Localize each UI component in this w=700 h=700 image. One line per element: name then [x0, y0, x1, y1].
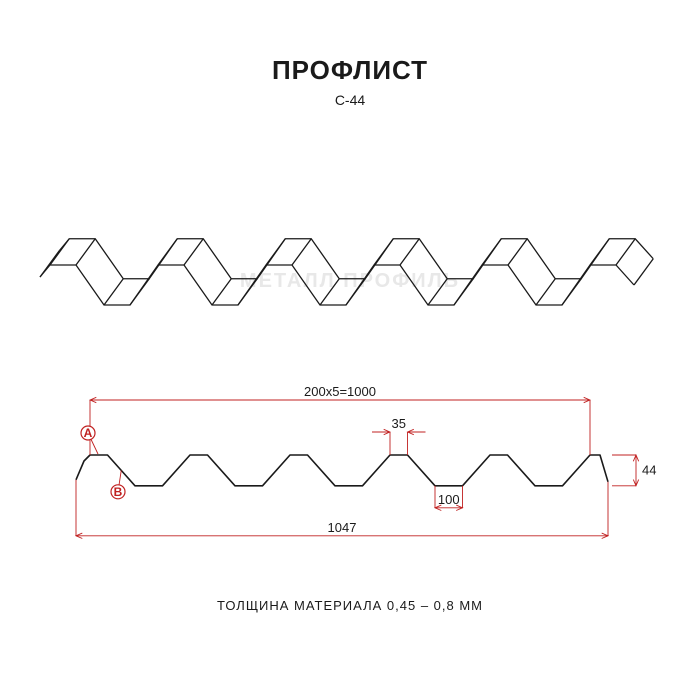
thickness-note: ТОЛЩИНА МАТЕРИАЛА 0,45 – 0,8 ММ	[0, 598, 700, 613]
svg-text:200x5=1000: 200x5=1000	[304, 384, 376, 399]
svg-text:100: 100	[438, 492, 460, 507]
page-title: ПРОФЛИСТ	[0, 55, 700, 86]
svg-text:35: 35	[392, 416, 406, 431]
svg-text:44: 44	[642, 462, 656, 477]
svg-text:1047: 1047	[328, 520, 357, 535]
isometric-drawing	[0, 145, 700, 345]
page: ПРОФЛИСТ С-44 МЕТАЛЛ ПРОФИЛЬ 200x5=10003…	[0, 0, 700, 700]
svg-text:A: A	[84, 426, 93, 440]
model-subtitle: С-44	[0, 92, 700, 108]
svg-text:B: B	[114, 485, 123, 499]
section-drawing: 200x5=1000 35 100 44 1047 A B	[0, 370, 700, 570]
